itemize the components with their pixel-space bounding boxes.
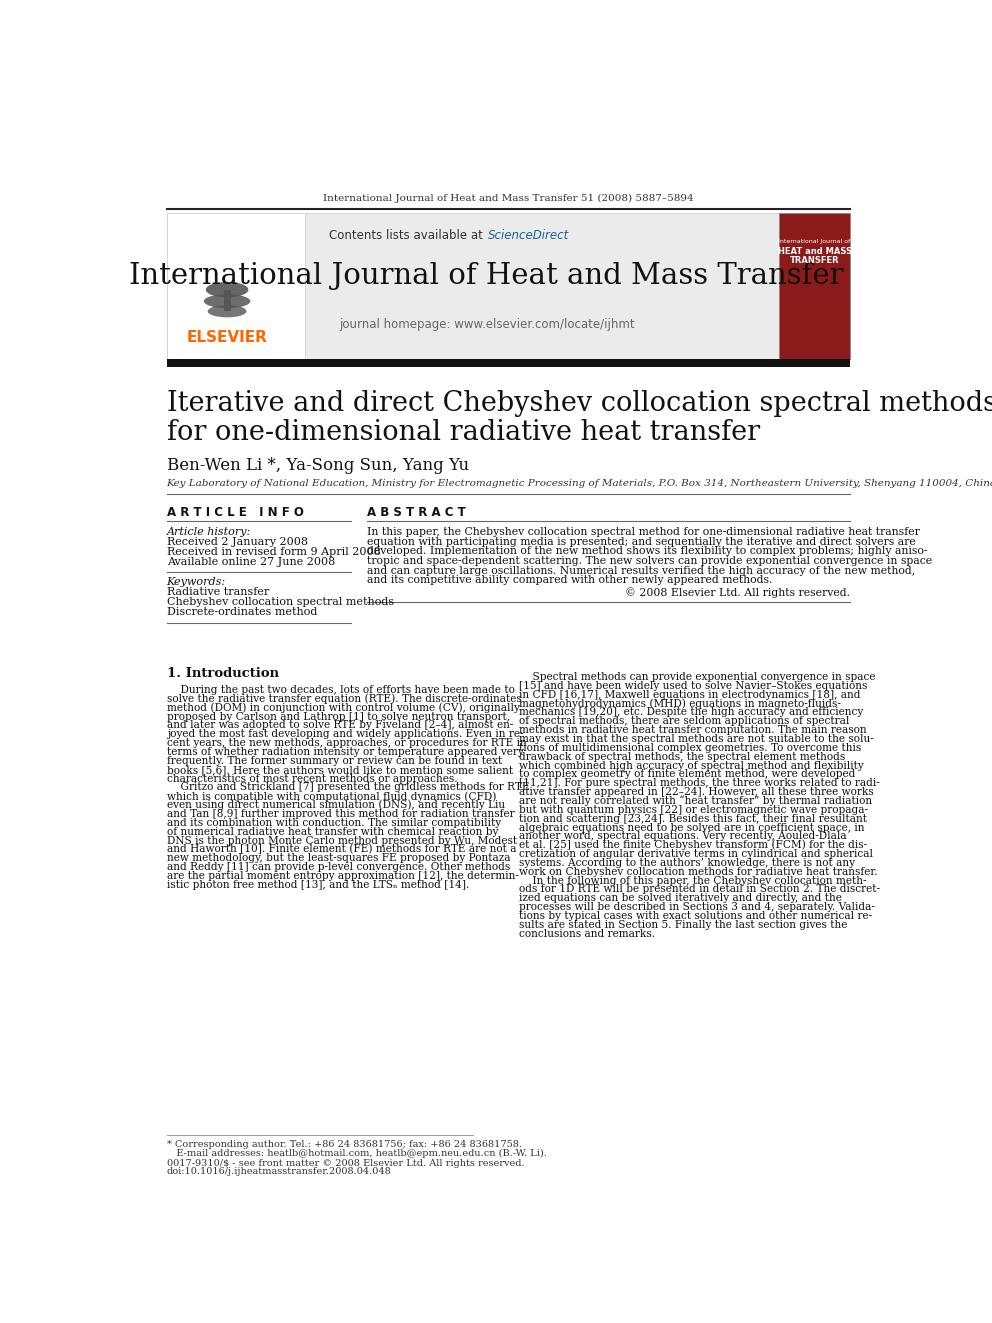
Text: joyed the most fast developing and widely applications. Even in re-: joyed the most fast developing and widel…	[167, 729, 523, 740]
Text: [11,21]. For pure spectral methods, the three works related to radi-: [11,21]. For pure spectral methods, the …	[519, 778, 880, 789]
Text: Radiative transfer: Radiative transfer	[167, 587, 269, 597]
Text: tropic and space-dependent scattering. The new solvers can provide exponential c: tropic and space-dependent scattering. T…	[367, 556, 931, 566]
Text: Gritzo and Strickland [7] presented the gridless methods for RTE: Gritzo and Strickland [7] presented the …	[167, 782, 529, 792]
Text: Article history:: Article history:	[167, 527, 251, 537]
Text: tions of multidimensional complex geometries. To overcome this: tions of multidimensional complex geomet…	[519, 742, 861, 753]
Text: equation with participating media is presented; and sequentially the iterative a: equation with participating media is pre…	[367, 537, 916, 546]
Text: 1. Introduction: 1. Introduction	[167, 667, 279, 680]
Text: conclusions and remarks.: conclusions and remarks.	[519, 929, 656, 939]
Text: tions by typical cases with exact solutions and other numerical re-: tions by typical cases with exact soluti…	[519, 912, 872, 921]
Text: in CFD [16,17], Maxwell equations in electrodynamics [18], and: in CFD [16,17], Maxwell equations in ele…	[519, 689, 861, 700]
Ellipse shape	[203, 294, 250, 308]
Text: solve the radiative transfer equation (RTE). The discrete-ordinates: solve the radiative transfer equation (R…	[167, 693, 522, 704]
Text: tion and scattering [23,24]. Besides this fact, their final resultant: tion and scattering [23,24]. Besides thi…	[519, 814, 867, 824]
Text: processes will be described in Sections 3 and 4, separately. Valida-: processes will be described in Sections …	[519, 902, 875, 912]
Text: characteristics of most recent methods or approaches.: characteristics of most recent methods o…	[167, 774, 457, 783]
Text: HEAT and MASS: HEAT and MASS	[778, 246, 851, 255]
Ellipse shape	[207, 306, 246, 318]
Text: ative transfer appeared in [22–24]. However, all these three works: ative transfer appeared in [22–24]. Howe…	[519, 787, 874, 796]
Text: 0017-9310/$ - see front matter © 2008 Elsevier Ltd. All rights reserved.: 0017-9310/$ - see front matter © 2008 El…	[167, 1159, 524, 1168]
Text: proposed by Carlson and Lathrop [1] to solve neutron transport,: proposed by Carlson and Lathrop [1] to s…	[167, 712, 510, 721]
Text: istic photon free method [13], and the LTSₙ method [14].: istic photon free method [13], and the L…	[167, 880, 469, 890]
Text: E-mail addresses: heatlb@hotmail.com, heatlb@epm.neu.edu.cn (B.-W. Li).: E-mail addresses: heatlb@hotmail.com, he…	[167, 1150, 547, 1158]
Text: are not really correlated with “heat transfer” by thermal radiation: are not really correlated with “heat tra…	[519, 795, 872, 806]
Text: systems. According to the authors’ knowledge, there is not any: systems. According to the authors’ knowl…	[519, 857, 855, 868]
Text: cretization of angular derivative terms in cylindrical and spherical: cretization of angular derivative terms …	[519, 849, 873, 859]
Text: doi:10.1016/j.ijheatmasstransfer.2008.04.048: doi:10.1016/j.ijheatmasstransfer.2008.04…	[167, 1167, 392, 1176]
Text: and its combination with conduction. The similar compatibility: and its combination with conduction. The…	[167, 818, 501, 828]
Text: Available online 27 June 2008: Available online 27 June 2008	[167, 557, 335, 568]
Text: are the partial moment entropy approximation [12], the determin-: are the partial moment entropy approxima…	[167, 871, 519, 881]
Text: which is compatible with computational fluid dynamics (CFD): which is compatible with computational f…	[167, 791, 496, 802]
Bar	[779, 213, 850, 359]
Bar	[224, 290, 231, 311]
Text: Ben-Wen Li *, Ya-Song Sun, Yang Yu: Ben-Wen Li *, Ya-Song Sun, Yang Yu	[167, 456, 469, 474]
Text: Key Laboratory of National Education, Ministry for Electromagnetic Processing of: Key Laboratory of National Education, Mi…	[167, 479, 992, 488]
Text: In the following of this paper, the Chebyshev collocation meth-: In the following of this paper, the Cheb…	[519, 876, 867, 885]
Text: Keywords:: Keywords:	[167, 577, 226, 587]
Text: © 2008 Elsevier Ltd. All rights reserved.: © 2008 Elsevier Ltd. All rights reserved…	[625, 587, 850, 598]
Text: drawback of spectral methods, the spectral element methods: drawback of spectral methods, the spectr…	[519, 751, 845, 762]
Text: A R T I C L E   I N F O: A R T I C L E I N F O	[167, 507, 304, 520]
Text: even using direct numerical simulation (DNS), and recently Liu: even using direct numerical simulation (…	[167, 800, 505, 811]
Text: methods in radiative heat transfer computation. The main reason: methods in radiative heat transfer compu…	[519, 725, 867, 736]
Text: In this paper, the Chebyshev collocation spectral method for one-dimensional rad: In this paper, the Chebyshev collocation…	[367, 527, 920, 537]
Text: [15] and have been widely used to solve Navier–Stokes equations: [15] and have been widely used to solve …	[519, 681, 868, 691]
Text: and later was adopted to solve RTE by Fiveland [2–4], almost en-: and later was adopted to solve RTE by Fi…	[167, 721, 513, 730]
Text: for one-dimensional radiative heat transfer: for one-dimensional radiative heat trans…	[167, 419, 760, 446]
Text: Discrete-ordinates method: Discrete-ordinates method	[167, 607, 317, 618]
Text: Contents lists available at: Contents lists available at	[329, 229, 487, 242]
Text: method (DOM) in conjunction with control volume (CV), originally: method (DOM) in conjunction with control…	[167, 703, 520, 713]
Text: TRANSFER: TRANSFER	[790, 255, 839, 265]
Text: may exist in that the spectral methods are not suitable to the solu-: may exist in that the spectral methods a…	[519, 734, 874, 744]
Text: but with quantum physics [22] or electromagnetic wave propaga-: but with quantum physics [22] or electro…	[519, 804, 868, 815]
Text: journal homepage: www.elsevier.com/locate/ijhmt: journal homepage: www.elsevier.com/locat…	[339, 318, 635, 331]
Text: and can capture large oscillations. Numerical results verified the high accuracy: and can capture large oscillations. Nume…	[367, 566, 915, 576]
Text: and Reddy [11] can provide p-level convergence. Other methods: and Reddy [11] can provide p-level conve…	[167, 863, 510, 872]
Text: Spectral methods can provide exponential convergence in space: Spectral methods can provide exponential…	[519, 672, 876, 681]
Text: work on Chebyshev collocation methods for radiative heat transfer.: work on Chebyshev collocation methods fo…	[519, 867, 878, 877]
Text: which combined high accuracy of spectral method and flexibility: which combined high accuracy of spectral…	[519, 761, 864, 770]
Text: frequently. The former summary or review can be found in text: frequently. The former summary or review…	[167, 755, 502, 766]
Text: Iterative and direct Chebyshev collocation spectral methods: Iterative and direct Chebyshev collocati…	[167, 390, 992, 417]
Text: International Journal of Heat and Mass Transfer 51 (2008) 5887–5894: International Journal of Heat and Mass T…	[323, 194, 693, 204]
Bar	[167, 359, 850, 366]
Text: During the past two decades, lots of efforts have been made to: During the past two decades, lots of eff…	[167, 685, 515, 695]
Text: of spectral methods, there are seldom applications of spectral: of spectral methods, there are seldom ap…	[519, 716, 849, 726]
Text: and Haworth [10]. Finite element (FE) methods for RTE are not a: and Haworth [10]. Finite element (FE) me…	[167, 844, 516, 855]
Ellipse shape	[205, 282, 248, 298]
Text: Received in revised form 9 April 2008: Received in revised form 9 April 2008	[167, 548, 380, 557]
Text: to complex geometry of finite element method, were developed: to complex geometry of finite element me…	[519, 770, 856, 779]
Text: Chebyshev collocation spectral methods: Chebyshev collocation spectral methods	[167, 597, 394, 607]
Text: terms of whether radiation intensity or temperature appeared very: terms of whether radiation intensity or …	[167, 747, 524, 757]
Text: cent years, the new methods, approaches, or procedures for RTE in: cent years, the new methods, approaches,…	[167, 738, 527, 749]
Text: developed. Implementation of the new method shows its flexibility to complex pro: developed. Implementation of the new met…	[367, 546, 928, 557]
Text: sults are stated in Section 5. Finally the last section gives the: sults are stated in Section 5. Finally t…	[519, 919, 847, 930]
Text: * Corresponding author. Tel.: +86 24 83681756; fax: +86 24 83681758.: * Corresponding author. Tel.: +86 24 836…	[167, 1140, 522, 1148]
Bar	[167, 213, 779, 359]
Text: new methodology, but the least-squares FE proposed by Pontaza: new methodology, but the least-squares F…	[167, 853, 510, 864]
Text: Received 2 January 2008: Received 2 January 2008	[167, 537, 308, 548]
Text: algebraic equations need to be solved are in coefficient space, in: algebraic equations need to be solved ar…	[519, 823, 865, 832]
Text: ods for 1D RTE will be presented in detail in Section 2. The discret-: ods for 1D RTE will be presented in deta…	[519, 885, 880, 894]
Text: A B S T R A C T: A B S T R A C T	[367, 507, 465, 520]
Text: magnetohydrodynamics (MHD) equations in magneto-fluids-: magnetohydrodynamics (MHD) equations in …	[519, 699, 841, 709]
Text: another word, spectral equations. Very recently, Aouled-Dlala: another word, spectral equations. Very r…	[519, 831, 847, 841]
Bar	[167, 213, 305, 359]
Text: DNS is the photon Monte Carlo method presented by Wu, Modest: DNS is the photon Monte Carlo method pre…	[167, 836, 517, 845]
Text: ELSEVIER: ELSEVIER	[186, 329, 268, 345]
Text: mechanics [19,20], etc. Despite the high accuracy and efficiency: mechanics [19,20], etc. Despite the high…	[519, 708, 863, 717]
Text: books [5,6]. Here the authors would like to mention some salient: books [5,6]. Here the authors would like…	[167, 765, 513, 775]
Text: ized equations can be solved iteratively and directly, and the: ized equations can be solved iteratively…	[519, 893, 842, 904]
Text: of numerical radiative heat transfer with chemical reaction by: of numerical radiative heat transfer wit…	[167, 827, 498, 836]
Text: ScienceDirect: ScienceDirect	[488, 229, 569, 242]
Text: et al. [25] used the finite Chebyshev transform (FCM) for the dis-: et al. [25] used the finite Chebyshev tr…	[519, 840, 867, 851]
Text: and its competitive ability compared with other newly appeared methods.: and its competitive ability compared wit…	[367, 576, 772, 585]
Text: and Tan [8,9] further improved this method for radiation transfer: and Tan [8,9] further improved this meth…	[167, 810, 514, 819]
Text: International Journal of Heat and Mass Transfer: International Journal of Heat and Mass T…	[129, 262, 844, 290]
Text: International Journal of: International Journal of	[779, 239, 851, 245]
